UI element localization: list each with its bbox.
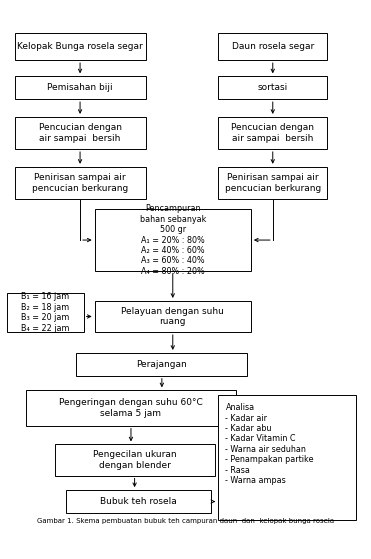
Text: Perajangan: Perajangan <box>137 360 187 369</box>
Text: Daun rosela segar: Daun rosela segar <box>232 42 314 51</box>
FancyBboxPatch shape <box>95 210 251 271</box>
Text: Kelopak Bunga rosela segar: Kelopak Bunga rosela segar <box>17 42 143 51</box>
FancyBboxPatch shape <box>95 301 251 332</box>
Text: Bubuk teh rosela: Bubuk teh rosela <box>100 497 177 506</box>
Text: Pengecilan ukuran
dengan blender: Pengecilan ukuran dengan blender <box>93 450 177 470</box>
FancyBboxPatch shape <box>26 390 236 425</box>
Text: Pemisahan biji: Pemisahan biji <box>47 83 113 92</box>
FancyBboxPatch shape <box>76 353 247 376</box>
FancyBboxPatch shape <box>218 167 327 199</box>
FancyBboxPatch shape <box>218 396 357 520</box>
Text: sortasi: sortasi <box>257 83 288 92</box>
Text: B₁ = 16 jam
B₂ = 18 jam
B₃ = 20 jam
B₄ = 22 jam: B₁ = 16 jam B₂ = 18 jam B₃ = 20 jam B₄ =… <box>21 292 70 333</box>
Text: Penirisan sampai air
pencucian berkurang: Penirisan sampai air pencucian berkurang <box>224 173 321 192</box>
FancyBboxPatch shape <box>7 293 84 332</box>
FancyBboxPatch shape <box>66 490 211 513</box>
FancyBboxPatch shape <box>14 167 145 199</box>
FancyBboxPatch shape <box>218 76 327 99</box>
Text: Pencucian dengan
air sampai  bersih: Pencucian dengan air sampai bersih <box>39 123 122 143</box>
Text: Pencampuran
bahan sebanyak
500 gr
A₁ = 20% : 80%
A₂ = 40% : 60%
A₃ = 60% : 40%
A: Pencampuran bahan sebanyak 500 gr A₁ = 2… <box>139 205 206 276</box>
FancyBboxPatch shape <box>218 117 327 149</box>
FancyBboxPatch shape <box>14 33 145 60</box>
FancyBboxPatch shape <box>14 117 145 149</box>
FancyBboxPatch shape <box>14 76 145 99</box>
Text: Pelayuan dengan suhu
ruang: Pelayuan dengan suhu ruang <box>121 307 224 326</box>
FancyBboxPatch shape <box>55 444 214 476</box>
Text: Pencucian dengan
air sampai  bersih: Pencucian dengan air sampai bersih <box>231 123 314 143</box>
Text: Analisa
- Kadar air
- Kadar abu
- Kadar Vitamin C
- Warna air seduhan
- Penampak: Analisa - Kadar air - Kadar abu - Kadar … <box>226 403 314 485</box>
Text: Gambar 1. Skema pembuatan bubuk teh campuran daun  dan  kelopak bunga rosela: Gambar 1. Skema pembuatan bubuk teh camp… <box>37 518 334 524</box>
Text: Pengeringan dengan suhu 60°C
selama 5 jam: Pengeringan dengan suhu 60°C selama 5 ja… <box>59 398 203 418</box>
FancyBboxPatch shape <box>218 33 327 60</box>
Text: Penirisan sampai air
pencucian berkurang: Penirisan sampai air pencucian berkurang <box>32 173 128 192</box>
